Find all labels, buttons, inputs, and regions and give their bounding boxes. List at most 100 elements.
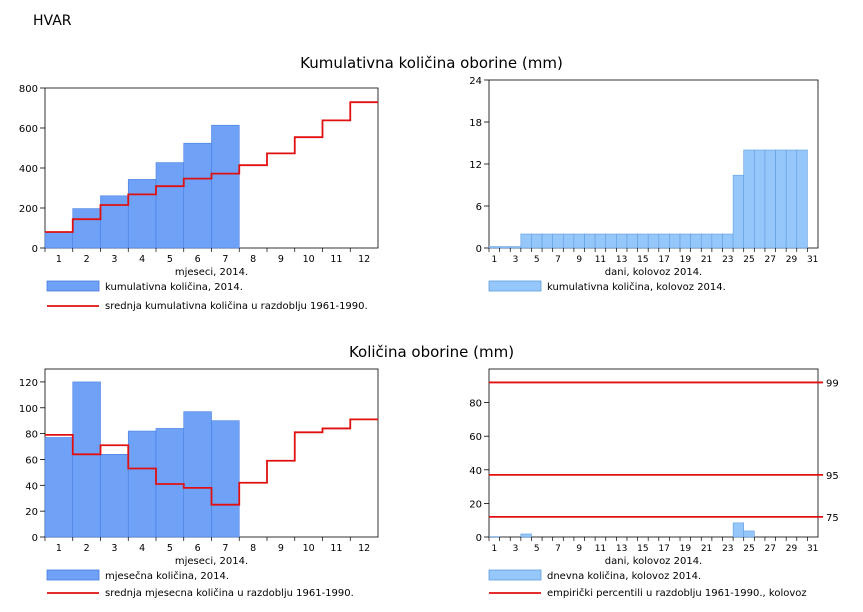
x-tick-label: 25 [743,544,754,554]
x-tick-label: 1 [56,254,62,265]
bar [584,233,596,249]
x-tick-label: 10 [303,543,315,554]
x-tick-label: 29 [786,544,798,554]
cumulative-section-title: Kumulativna količina oborine (mm) [300,54,563,72]
bar [155,428,185,538]
x-tick-label: 6 [195,254,201,265]
bar [520,233,532,249]
percentile-label: 75 [826,513,839,524]
bar [732,522,745,538]
x-tick-label: 7 [222,254,228,265]
plot-frame [488,368,819,538]
x-axis-label: mjeseci, 2014. [175,267,248,278]
y-tick-label: 40 [469,466,482,477]
x-tick-label: 13 [616,255,627,265]
x-tick-label: 6 [195,543,201,554]
bar [711,233,723,249]
reference-step-line [45,101,378,233]
bar [44,437,74,538]
bar [690,233,702,249]
bar [764,149,776,249]
bar [626,233,638,249]
legend-text: empirički percentili u razdoblju 1961-19… [547,587,807,599]
bar [722,233,734,249]
x-tick-label: 9 [576,255,582,265]
bar [72,381,101,538]
bar [100,453,129,538]
x-axis-label: dani, kolovoz 2014. [605,556,703,567]
bar [637,233,649,249]
legend-text: kumulativna količina, 2014. [105,281,243,293]
x-tick-label: 11 [595,255,606,265]
x-tick-label: 1 [491,255,497,265]
x-tick-label: 11 [330,254,342,265]
legend-text: srednja mjesecna količina u razdoblju 19… [105,587,354,599]
x-tick-label: 3 [111,254,117,265]
y-tick-label: 60 [25,455,38,466]
legend-swatch [46,280,100,292]
x-tick-label: 21 [701,255,712,265]
y-tick-label: 12 [469,160,482,171]
y-tick-label: 0 [476,244,482,255]
y-tick-label: 60 [469,432,482,443]
daily-section-title: Količina oborine (mm) [348,343,515,361]
y-tick-label: 800 [19,84,38,95]
bar [669,233,681,249]
x-axis-label: dani, kolovoz 2014. [605,267,703,278]
bar [531,233,543,249]
x-tick-label: 4 [139,254,145,265]
y-tick-label: 20 [25,507,38,518]
x-tick-label: 23 [722,255,733,265]
x-tick-label: 5 [534,255,540,265]
bar [44,232,74,249]
x-tick-label: 2 [84,254,90,265]
bar [552,233,564,249]
y-tick-label: 0 [476,533,482,544]
y-tick-label: 0 [32,533,38,544]
reference-step-line [45,418,378,506]
x-tick-label: 7 [555,255,561,265]
x-tick-label: 1 [56,543,62,554]
legend-text: srednja kumulativna količina u razdoblju… [105,300,368,312]
x-tick-label: 15 [637,255,648,265]
x-tick-label: 5 [534,544,540,554]
legend-swatch [46,569,100,581]
x-tick-label: 3 [111,543,117,554]
bar [647,233,660,249]
y-tick-label: 600 [19,124,38,135]
x-tick-label: 8 [250,543,256,554]
y-tick-label: 6 [476,202,482,213]
x-tick-label: 7 [555,544,561,554]
x-tick-label: 11 [330,543,342,554]
x-tick-label: 2 [84,543,90,554]
bar [488,246,500,249]
bar [183,142,212,249]
legend-text: mjesečna količina, 2014. [105,570,229,582]
bar [573,233,585,249]
bar [732,174,745,249]
y-tick-label: 80 [469,399,482,410]
bar [509,246,522,249]
legend-text: dnevna količina, kolovoz 2014. [547,570,701,582]
y-tick-label: 120 [19,378,38,389]
x-tick-label: 25 [743,255,754,265]
legend-text: kumulativna količina, kolovoz 2014. [547,281,726,293]
x-tick-label: 8 [250,254,256,265]
bar [72,208,101,249]
x-tick-label: 7 [222,543,228,554]
bar [520,533,532,538]
bar [127,179,157,249]
bar [594,233,607,249]
y-tick-label: 40 [25,481,38,492]
x-tick-label: 23 [722,544,733,554]
bar [155,162,185,249]
bar [616,233,628,249]
x-tick-label: 31 [807,255,818,265]
x-tick-label: 29 [786,255,798,265]
x-tick-label: 9 [278,543,284,554]
x-tick-label: 10 [303,254,315,265]
y-tick-label: 20 [469,499,482,510]
